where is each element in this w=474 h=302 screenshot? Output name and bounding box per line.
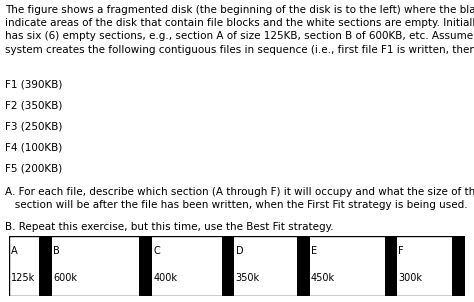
Text: The figure shows a fragmented disk (the beginning of the disk is to the left) wh: The figure shows a fragmented disk (the … <box>5 5 474 55</box>
Bar <box>52 236 139 296</box>
Text: 350k: 350k <box>236 273 260 283</box>
Text: 400k: 400k <box>153 273 177 283</box>
Text: F4 (100KB): F4 (100KB) <box>5 143 62 153</box>
Bar <box>384 236 397 296</box>
Text: 600k: 600k <box>53 273 77 283</box>
Text: 300k: 300k <box>398 273 422 283</box>
Text: 125k: 125k <box>11 273 35 283</box>
Bar <box>310 236 384 296</box>
Bar <box>152 236 222 296</box>
Bar <box>39 236 52 296</box>
Text: F1 (390KB): F1 (390KB) <box>5 79 62 89</box>
Text: F: F <box>398 246 404 256</box>
Text: 450k: 450k <box>311 273 335 283</box>
Bar <box>397 236 452 296</box>
Text: A: A <box>11 246 18 256</box>
Text: F5 (200KB): F5 (200KB) <box>5 163 62 173</box>
Bar <box>139 236 152 296</box>
Text: F2 (350KB): F2 (350KB) <box>5 100 62 110</box>
Bar <box>222 236 235 296</box>
Text: B: B <box>53 246 60 256</box>
Bar <box>452 236 465 296</box>
Text: E: E <box>311 246 317 256</box>
Bar <box>297 236 310 296</box>
Text: A. For each file, describe which section (A through F) it will occupy and what t: A. For each file, describe which section… <box>5 187 474 210</box>
Bar <box>9 236 39 296</box>
Text: C: C <box>153 246 160 256</box>
Bar <box>235 236 297 296</box>
Text: F3 (250KB): F3 (250KB) <box>5 121 62 131</box>
Text: B. Repeat this exercise, but this time, use the Best Fit strategy.: B. Repeat this exercise, but this time, … <box>5 222 333 232</box>
Text: D: D <box>236 246 243 256</box>
